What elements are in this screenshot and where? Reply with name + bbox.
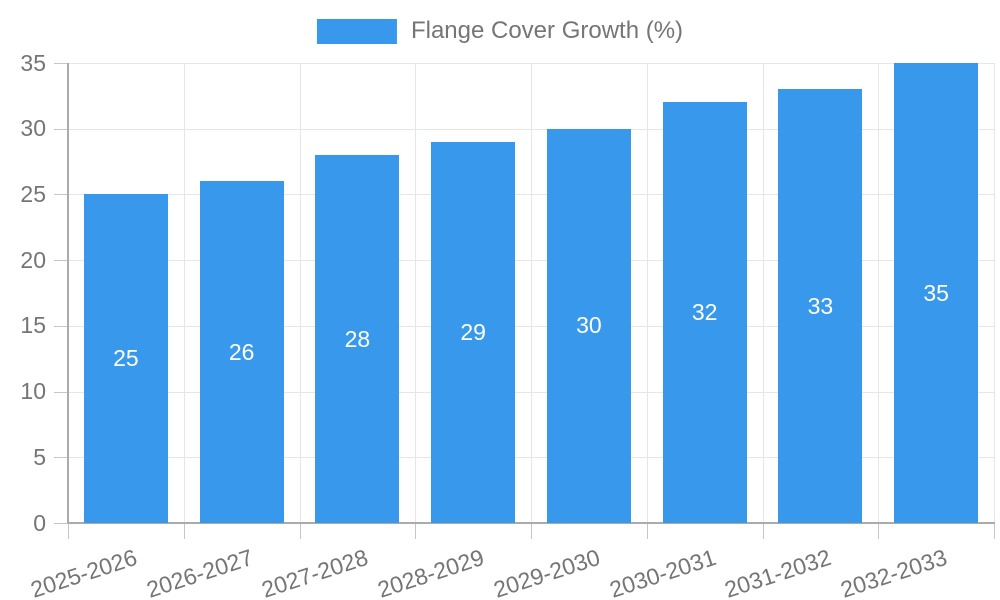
- gridline-v: [878, 63, 880, 523]
- bar-value-label: 26: [228, 338, 255, 365]
- gridline-v: [415, 63, 417, 523]
- y-tick-mark: [54, 260, 68, 262]
- y-axis-label: 10: [20, 378, 46, 405]
- x-tick-mark: [183, 524, 185, 539]
- bar-value-label: 30: [576, 312, 602, 339]
- y-tick-mark: [54, 391, 68, 393]
- x-axis-label: 2032-2033: [837, 544, 951, 600]
- y-tick-mark: [54, 194, 68, 196]
- bar[interactable]: 25: [83, 194, 168, 523]
- x-axis-label: 2025-2026: [27, 544, 140, 600]
- x-tick-mark: [415, 524, 417, 539]
- legend-label: Flange Cover Growth (%): [410, 17, 684, 44]
- bar-value-label: 35: [923, 279, 949, 306]
- y-axis-label: 20: [20, 246, 46, 273]
- x-tick-mark: [878, 524, 880, 539]
- x-tick-mark: [994, 524, 995, 539]
- y-axis-label: 35: [20, 49, 46, 76]
- y-axis-label: 5: [33, 443, 46, 470]
- legend-swatch: [316, 18, 397, 44]
- y-tick-mark: [54, 523, 68, 524]
- bar[interactable]: 33: [778, 89, 863, 523]
- bar-value-label: 29: [460, 318, 486, 345]
- y-axis-label: 0: [33, 509, 46, 536]
- gridline-v: [299, 63, 301, 523]
- y-tick-mark: [54, 128, 68, 130]
- x-tick-mark: [68, 524, 69, 539]
- gridline-v: [994, 63, 995, 523]
- bar[interactable]: 29: [431, 141, 516, 523]
- y-axis-label: 30: [20, 115, 46, 142]
- x-axis-label: 2028-2029: [374, 544, 488, 600]
- x-tick-mark: [299, 524, 301, 539]
- y-tick-mark: [54, 325, 68, 327]
- bar-value-label: 25: [113, 345, 139, 372]
- legend-item[interactable]: Flange Cover Growth (%): [316, 17, 684, 45]
- bar[interactable]: 32: [662, 102, 747, 523]
- gridline-v: [762, 63, 764, 523]
- gridline-v: [183, 63, 185, 523]
- x-tick-mark: [762, 524, 764, 539]
- x-axis-label: 2030-2031: [606, 544, 719, 600]
- bar-value-label: 32: [691, 299, 718, 326]
- x-axis-label: 2029-2030: [490, 544, 603, 600]
- y-axis-line: [67, 63, 69, 524]
- bar[interactable]: 26: [199, 181, 284, 523]
- x-tick-mark: [531, 524, 532, 539]
- x-axis-label: 2031-2032: [721, 544, 835, 600]
- y-tick-mark: [54, 63, 68, 64]
- bar[interactable]: 35: [894, 63, 979, 523]
- bar[interactable]: 30: [546, 128, 631, 523]
- gridline-v: [531, 63, 532, 523]
- y-tick-mark: [54, 457, 68, 459]
- bar[interactable]: 28: [315, 155, 400, 523]
- x-axis-line: [67, 522, 995, 524]
- x-axis-label: 2026-2027: [143, 544, 256, 600]
- gridline-v: [646, 63, 648, 523]
- bar-value-label: 33: [807, 292, 834, 319]
- bar-value-label: 28: [344, 325, 371, 352]
- x-tick-mark: [646, 524, 648, 539]
- x-axis-label: 2027-2028: [258, 544, 372, 600]
- y-axis-label: 15: [20, 312, 46, 339]
- y-axis-label: 25: [20, 180, 46, 207]
